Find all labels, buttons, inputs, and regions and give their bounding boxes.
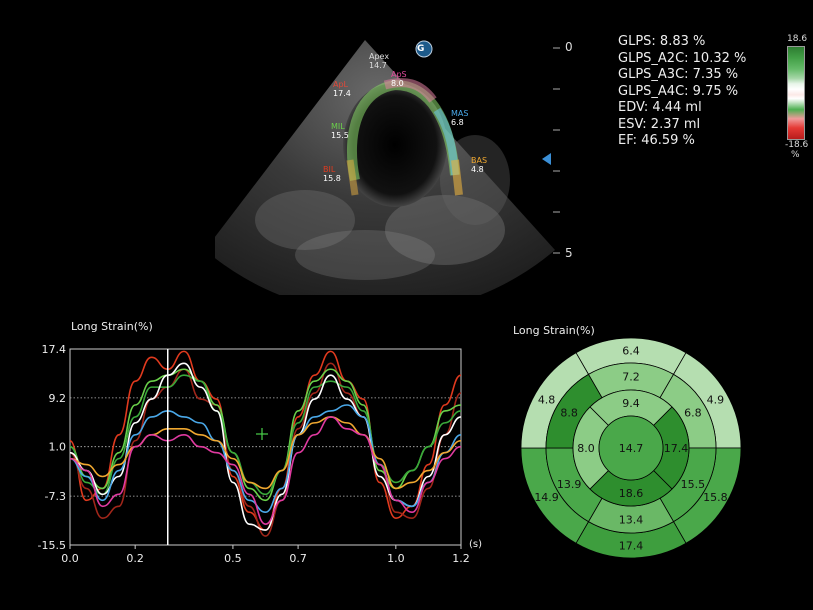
depth-ruler [553,47,560,254]
bullseye-mid-value: 13.4 [619,514,644,527]
bullseye-mid-value: 6.8 [684,406,702,419]
label-bil-value: 15.8 [323,174,341,183]
bullseye-apical-value: 9.4 [622,397,640,410]
bullseye-apex-segment [598,415,664,481]
chart-title: Long Strain(%) [71,320,153,333]
x-tick-label: 0.5 [224,552,242,565]
stat-ef: EF: 46.59 % [618,133,695,148]
strain-stats: GLPS: 8.83 % GLPS_A2C: 10.32 % GLPS_A3C:… [618,34,746,150]
strain-colorbar [787,46,805,140]
bullseye-basal-value: 6.4 [622,345,640,358]
x-tick-label: 0.7 [289,552,307,565]
bullseye-basal-value: 4.9 [707,393,725,406]
bullseye-mid-value: 13.9 [557,478,582,491]
bullseye-basal-value: 14.9 [534,491,559,504]
stat-edv: EDV: 4.44 ml [618,100,702,115]
bullseye-mid-value: 8.8 [560,406,578,419]
y-tick-label: 17.4 [42,343,67,356]
strain-line-chart[interactable]: 17.4 9.2 1.0 -7.3 -15.50.0 0.2 0.5 0.7 1.0 1.2 (s) [0,335,500,575]
series-line-3 [69,374,462,496]
colorbar-max-label: 18.6 [787,34,808,44]
label-mas: MAS 6.8 [451,109,468,127]
bullseye-title: Long Strain(%) [513,324,595,337]
label-bas: BAS 4.8 [471,156,487,174]
bullseye-apical-value: 17.4 [664,442,689,455]
x-tick-label: 1.2 [452,552,470,565]
y-tick-label: 1.0 [49,441,67,454]
label-aps-name: ApS [391,70,407,79]
bullseye-plot: 6.4 4.9 15.8 17.4 14.9 4.8 7.2 6.8 15.5 13.4 13.9 8… [520,338,742,559]
label-mil-name: MIL [331,122,345,131]
bullseye-apical-value: 18.6 [619,487,644,500]
label-aps-value: 8.0 [391,79,404,88]
label-apex-name: Apex [369,52,390,61]
bullseye-segments [520,338,742,559]
depth-label-bottom: 5 [565,246,573,260]
colorbar-min-label: -18.6 [785,140,809,150]
x-tick-label: 0.0 [61,552,79,565]
label-bil-name: BIL [323,165,336,174]
label-apl-name: ApL [333,80,349,89]
series-line-7 [69,416,462,525]
label-mil: MIL 15.5 [331,122,349,140]
label-apex: Apex 14.7 [369,52,389,70]
stat-glps: GLPS: 8.83 % [618,34,706,49]
label-mas-value: 6.8 [451,118,464,127]
colorbar-unit-label: % [791,150,800,160]
logo-icon: G [417,44,425,54]
bullseye-basal-value: 4.8 [538,393,556,406]
stat-glps-a3c: GLPS_A3C: 7.35 % [618,67,739,82]
label-bil: BIL 15.8 [323,165,341,183]
chart-extras [167,349,268,545]
label-apl: ApL 17.4 [333,80,351,98]
bullseye-mid-value: 15.5 [681,478,706,491]
y-tick-label: 9.2 [49,392,67,405]
series-line-2 [69,368,462,502]
stat-glps-a2c: GLPS_A2C: 10.32 % [618,50,747,66]
label-bas-name: BAS [471,156,488,165]
bullseye-apical-value: 8.0 [577,442,595,455]
bullseye-labels: 6.4 4.9 15.8 17.4 14.9 4.8 7.2 6.8 15.5 13.4 13.9 8… [534,345,727,553]
label-apex-value: 14.7 [369,61,387,70]
label-bas-value: 4.8 [471,165,484,174]
echo-sector [205,40,555,315]
label-aps: ApS 8.0 [391,70,407,88]
x-tick-label: 0.2 [126,552,144,565]
x-tick-label: 1.0 [387,552,405,565]
x-axis-label: (s) [469,539,482,550]
bullseye-basal-value: 17.4 [619,540,644,553]
stat-glps-a4c: GLPS_A4C: 9.75 % [618,83,739,99]
depth-focus-marker[interactable] [542,153,551,165]
label-mil-value: 15.5 [331,131,349,140]
bullseye-apex-value: 14.7 [619,442,644,455]
label-mas-name: MAS [451,109,469,118]
depth-label-top: 0 [565,40,573,54]
y-tick-label: -7.3 [45,490,66,503]
y-tick-label: -15.5 [38,539,66,552]
echo-image: G Apex 14.7 ApL 17.4 ApS 8.0 MIL 15.5 MA… [205,30,555,315]
bullseye-basal-value: 15.8 [703,491,728,504]
stat-esv: ESV: 2.37 ml [618,116,701,132]
chart-series-group [69,350,462,537]
series-line-1 [69,362,462,537]
label-apl-value: 17.4 [333,89,351,98]
bullseye-mid-value: 7.2 [622,371,640,384]
chart-axes: 17.4 9.2 1.0 -7.3 -15.50.0 0.2 0.5 0.7 1.0 1.2 (s) [38,343,483,565]
